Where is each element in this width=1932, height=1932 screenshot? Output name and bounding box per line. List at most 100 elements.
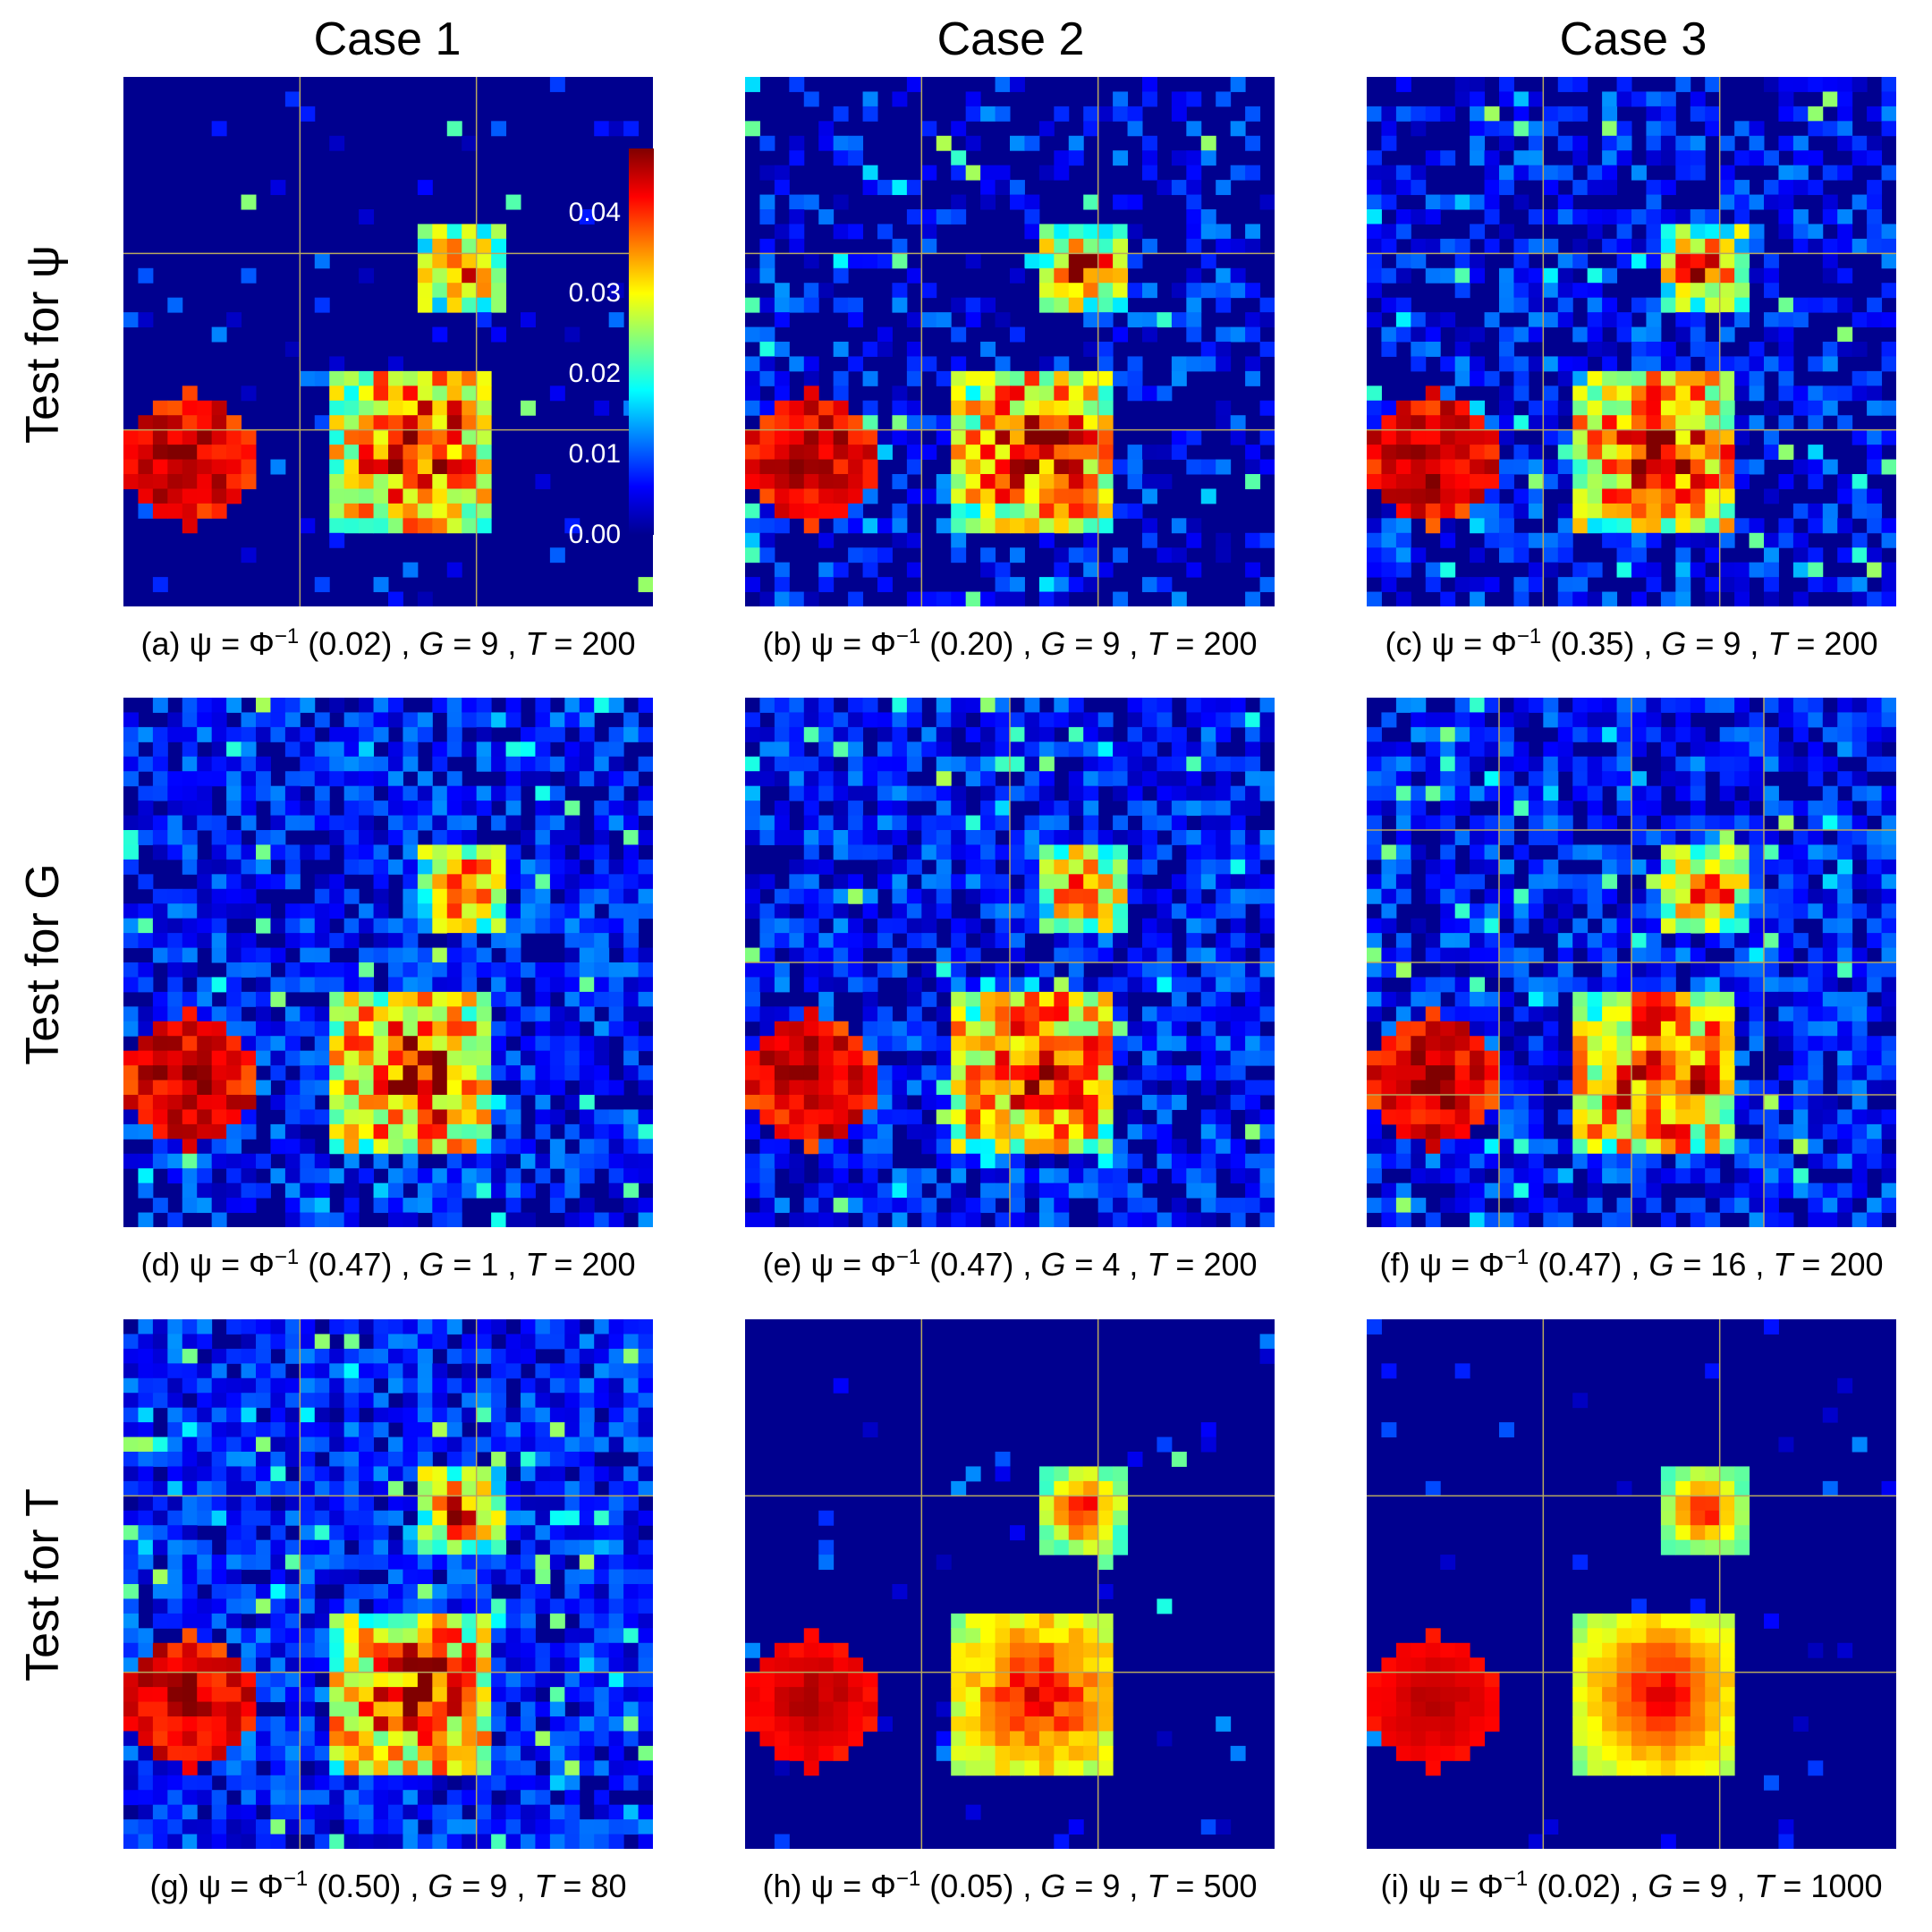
heatmap-cell	[1200, 1153, 1216, 1169]
heatmap-cell	[564, 771, 580, 787]
heatmap-cell	[1097, 253, 1114, 269]
heatmap-cell	[1440, 518, 1456, 534]
heatmap-cell	[446, 1021, 462, 1037]
heatmap-cell	[1484, 771, 1500, 787]
heatmap-cell	[1470, 1036, 1486, 1052]
heatmap-cell	[388, 830, 403, 845]
heatmap-cell	[1216, 698, 1232, 713]
heatmap-cell	[1395, 488, 1411, 504]
heatmap-cell	[1038, 801, 1055, 817]
heatmap-cell	[462, 429, 478, 445]
heatmap-cell	[373, 429, 389, 445]
heatmap-cell	[1867, 830, 1883, 845]
heatmap-cell	[1646, 297, 1662, 313]
caption-label: (d)	[140, 1246, 190, 1283]
heatmap-cell	[1602, 1153, 1618, 1169]
heatmap-cell	[980, 712, 996, 728]
heatmap-cell	[1631, 518, 1647, 534]
heatmap-cell	[818, 698, 835, 713]
heatmap-cell	[774, 933, 790, 949]
heatmap-cell	[1142, 815, 1157, 831]
heatmap-cell	[505, 844, 521, 860]
heatmap-cell	[1852, 1006, 1868, 1022]
heatmap-cell	[535, 874, 551, 890]
heatmap-cell	[818, 726, 835, 742]
heatmap-cell	[594, 1123, 610, 1140]
heatmap-cell	[373, 1095, 389, 1110]
heatmap-cell	[980, 180, 996, 196]
heatmap-cell	[1690, 962, 1706, 978]
heatmap-cell	[745, 830, 760, 845]
heatmap-cell	[1675, 888, 1691, 904]
heatmap-cell	[1881, 801, 1896, 817]
heatmap-cell	[1010, 933, 1025, 949]
heatmap-cell	[980, 445, 996, 461]
heatmap-cell	[1470, 947, 1486, 963]
heatmap-cell	[1587, 326, 1603, 343]
heatmap-cell	[564, 801, 580, 817]
heatmap-cell	[1259, 903, 1275, 919]
heatmap-cell	[1675, 474, 1691, 489]
heatmap-cell	[789, 1123, 805, 1140]
heatmap-cell	[1425, 1080, 1441, 1096]
heatmap-cell	[921, 844, 937, 860]
heatmap-cell	[402, 1123, 419, 1140]
heatmap-cell	[1764, 962, 1779, 978]
heatmap-cell	[951, 326, 967, 343]
heatmap-cell	[284, 1109, 301, 1125]
heatmap-cell	[965, 1065, 981, 1081]
heatmap-cell	[1113, 91, 1129, 107]
heatmap-cell	[848, 1095, 864, 1110]
heatmap-cell	[1719, 785, 1735, 801]
heatmap-cell	[1749, 1168, 1765, 1184]
heatmap-cell	[402, 400, 419, 416]
heatmap-cell	[1881, 756, 1896, 772]
heatmap-cell	[1259, 1198, 1275, 1214]
heatmap-cell	[1690, 991, 1706, 1007]
heatmap-cell	[1470, 1139, 1486, 1155]
heatmap-cell	[182, 1348, 198, 1364]
heatmap-cell	[197, 1065, 213, 1081]
heatmap-cell	[284, 859, 301, 875]
heatmap-cell	[1690, 429, 1706, 445]
heatmap-cell	[462, 874, 478, 890]
heatmap-cell	[1395, 77, 1411, 92]
heatmap-cell	[1470, 267, 1486, 284]
heatmap-cell	[1083, 741, 1099, 758]
heatmap-cell	[446, 844, 462, 860]
heatmap-cell	[1660, 370, 1676, 386]
heatmap-cell	[1068, 503, 1084, 519]
heatmap-cell	[535, 1036, 551, 1052]
heatmap-cell	[818, 1198, 835, 1214]
heatmap-cell	[1778, 386, 1794, 402]
heatmap-cell	[1675, 503, 1691, 519]
heatmap-cell	[476, 741, 492, 758]
heatmap-cell	[789, 1153, 805, 1169]
heatmap-cell	[1411, 1109, 1427, 1125]
heatmap-cell	[1411, 1080, 1427, 1096]
heatmap-cell	[1367, 209, 1382, 225]
heatmap-cell	[936, 859, 952, 875]
heatmap-cell	[197, 756, 213, 772]
heatmap-cell	[197, 1021, 213, 1037]
heatmap-cell	[980, 1006, 996, 1022]
heatmap-cell	[848, 756, 864, 772]
heatmap-cell	[1259, 429, 1275, 445]
heatmap-cell	[1764, 933, 1779, 949]
heatmap-cell	[774, 1036, 790, 1052]
heatmap-cell	[803, 1123, 819, 1140]
heatmap-cell	[803, 947, 819, 963]
heatmap-cell	[284, 962, 301, 978]
heatmap-cell	[167, 1212, 183, 1227]
heatmap-cell	[1764, 180, 1779, 196]
heatmap-cell	[1631, 991, 1647, 1007]
heatmap-cell	[1054, 1139, 1070, 1155]
heatmap-cell	[417, 947, 433, 963]
heatmap-cell	[417, 1021, 433, 1037]
heatmap-cell	[1454, 356, 1470, 372]
heatmap-cell	[417, 903, 433, 919]
heatmap-cell	[1808, 503, 1824, 519]
heatmap-cell	[1602, 771, 1618, 787]
heatmap-cell	[329, 874, 345, 890]
heatmap-cell	[1259, 874, 1275, 890]
